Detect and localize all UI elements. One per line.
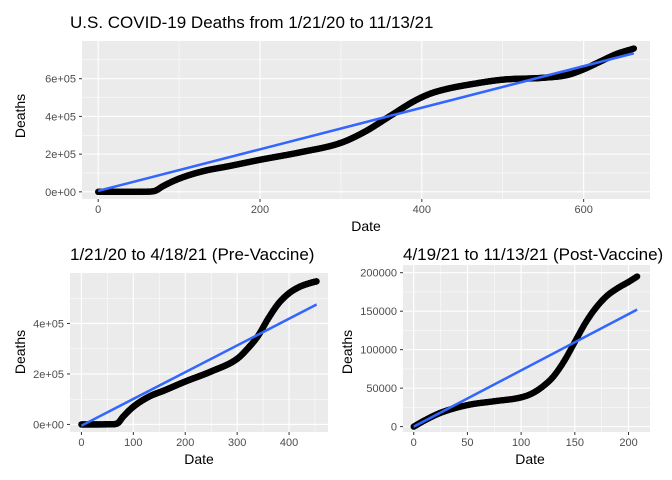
y-tick-label: 6e+05 [45,74,76,86]
plot-bottom-left-marks: 0 100 200 300 400 0e+00 2e+05 4e+05 [33,273,328,449]
plot-bottom-right-xlabel: Date [515,451,545,467]
y-tick-label: 150000 [360,306,397,318]
plot-top: U.S. COVID-19 Deaths from 1/21/20 to 11/… [12,13,433,234]
y-tick-label: 0e+00 [45,187,76,199]
y-tick-label: 200000 [360,268,397,280]
x-tick-label: 0 [95,204,101,216]
fit-line [80,303,318,427]
plot-top-ylabel: Deaths [12,94,28,138]
y-tick-label: 2e+05 [45,149,76,161]
y-tick-label: 4e+05 [45,111,76,123]
plot-bottom-right-title: 4/19/21 to 11/13/21 (Post-Vaccine) [403,245,663,264]
x-tick-label: 600 [574,204,592,216]
x-tick-label: 150 [566,437,584,449]
x-tick-label: 50 [461,437,473,449]
plot-top-panel [82,41,650,199]
data-point [633,273,641,280]
x-tick-label: 300 [228,437,246,449]
plot-bottom-left-ylabel: Deaths [12,330,28,374]
plot-top-marks: 0 200 400 600 0e+00 2e+05 4e+05 6e+05 [45,41,650,216]
plot-top-title: U.S. COVID-19 Deaths from 1/21/20 to 11/… [70,13,433,32]
x-tick-label: 200 [251,204,269,216]
y-tick-label: 2e+05 [33,369,64,381]
plot-bottom-right-ylabel: Deaths [339,330,355,374]
y-tick-label: 50000 [366,383,397,395]
y-tick-label: 0e+00 [33,419,64,431]
x-tick-label: 200 [619,437,637,449]
y-tick-label: 0 [391,422,397,434]
plot-bottom-right: 4/19/21 to 11/13/21 (Post-Vaccine) Death… [339,245,663,467]
plot-bottom-left-xlabel: Date [184,451,214,467]
x-tick-label: 100 [124,437,142,449]
plot-bottom-left: 1/21/20 to 4/18/21 (Pre-Vaccine) Deaths … [12,245,314,467]
fit-line [97,52,635,193]
y-tick-label: 4e+05 [33,318,64,330]
x-tick-label: 0 [411,437,417,449]
fit-line [413,308,638,428]
plot-top-xlabel: Date [351,218,381,234]
y-tick-label: 100000 [360,345,397,357]
data-point [313,278,320,285]
x-tick-label: 400 [280,437,298,449]
chart-marks: 0 200 400 600 0e+00 2e+05 4e+05 6e+05 0 100 200 300… [33,41,650,449]
x-tick-label: 400 [413,204,431,216]
plot-bottom-left-points [78,278,320,428]
x-tick-label: 200 [176,437,194,449]
plot-bottom-right-marks: 0 50 100 150 200 0 50000 100000 150000 200000 [360,265,650,449]
plot-bottom-left-title: 1/21/20 to 4/18/21 (Pre-Vaccine) [70,245,314,264]
data-point [630,45,638,52]
x-tick-label: 0 [78,437,84,449]
x-tick-label: 100 [512,437,530,449]
